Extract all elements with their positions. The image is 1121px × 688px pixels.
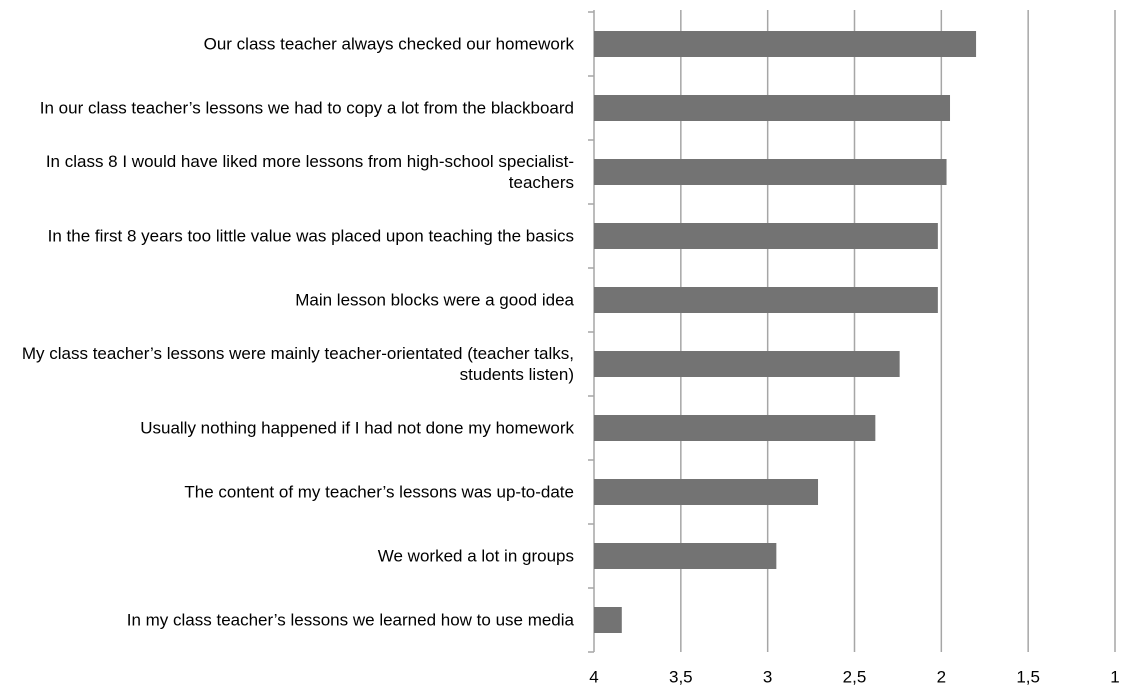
category-label: My class teacher’s lessons were mainly t… xyxy=(21,344,574,384)
x-tick-label: 1 xyxy=(1110,667,1119,686)
x-tick-label: 2,5 xyxy=(843,667,867,686)
category-label: Our class teacher always checked our hom… xyxy=(203,34,574,54)
category-label: In my class teacher’s lessons we learned… xyxy=(126,610,574,630)
category-label: In our class teacher’s lessons we had to… xyxy=(39,98,574,118)
category-label: We worked a lot in groups xyxy=(377,546,574,566)
bar xyxy=(594,159,947,185)
category-label: Usually nothing happened if I had not do… xyxy=(140,418,574,438)
bar xyxy=(594,543,777,569)
x-tick-label: 3 xyxy=(763,667,772,686)
bar xyxy=(594,31,977,57)
bar xyxy=(594,607,622,633)
category-label: In class 8 I would have liked more lesso… xyxy=(45,152,574,192)
category-label: Main lesson blocks were a good idea xyxy=(295,290,574,310)
bar xyxy=(594,95,951,121)
x-tick-label: 4 xyxy=(589,667,598,686)
x-tick-label: 3,5 xyxy=(669,667,693,686)
bar xyxy=(594,415,876,441)
bar xyxy=(594,223,938,249)
bar xyxy=(594,287,938,313)
bar xyxy=(594,351,900,377)
x-tick-label: 2 xyxy=(937,667,946,686)
bar xyxy=(594,479,819,505)
category-label: The content of my teacher’s lessons was … xyxy=(184,482,574,502)
x-tick-label: 1,5 xyxy=(1016,667,1040,686)
category-label: In the first 8 years too little value wa… xyxy=(47,226,574,246)
